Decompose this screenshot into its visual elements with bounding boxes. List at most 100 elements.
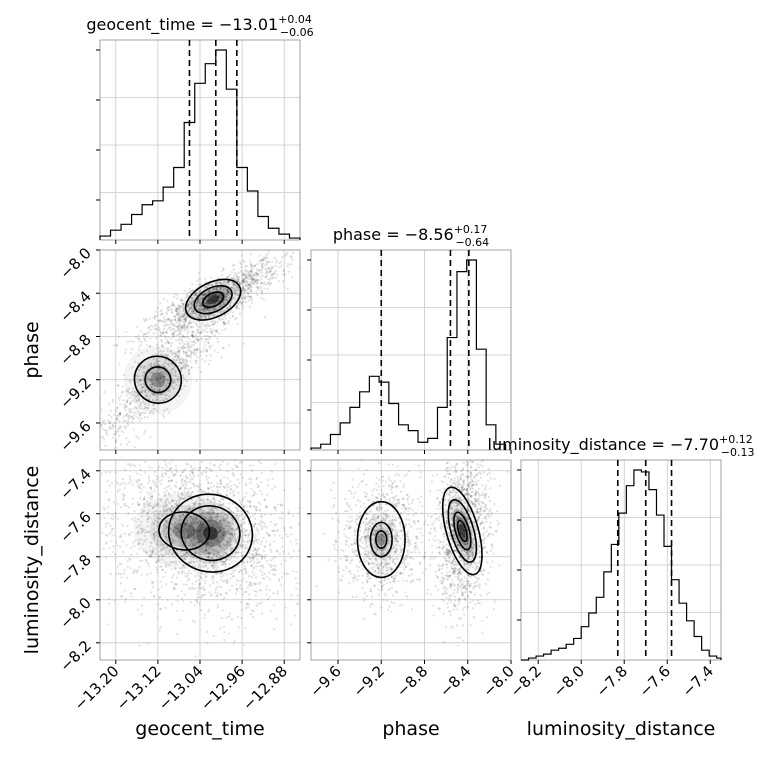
scatter-point (243, 551, 245, 553)
scatter-point (189, 455, 191, 457)
scatter-point (476, 463, 478, 465)
scatter-point (182, 299, 184, 301)
scatter-point (250, 576, 252, 578)
scatter-point (133, 428, 135, 430)
scatter-point (156, 344, 158, 346)
scatter-point (120, 395, 122, 397)
scatter-point (275, 277, 277, 279)
scatter-point (117, 428, 119, 430)
scatter-point (184, 443, 186, 445)
scatter-point (249, 306, 251, 308)
scatter-point (144, 496, 146, 498)
scatter-point (148, 326, 150, 328)
scatter-point (279, 553, 281, 555)
scatter-point (270, 268, 272, 270)
scatter-point (148, 475, 150, 477)
scatter-point (199, 278, 201, 280)
scatter-point (211, 577, 213, 579)
scatter-point (246, 540, 248, 542)
hist-title-luminosity_distance: luminosity_distance = −7.70+0.12−0.13 (488, 433, 755, 459)
scatter-point (138, 341, 140, 343)
scatter-point (267, 479, 269, 481)
scatter-point (183, 490, 185, 492)
scatter-point (237, 278, 239, 280)
scatter-point (262, 564, 264, 566)
scatter-point (158, 596, 160, 598)
scatter-point (212, 579, 214, 581)
scatter-point (165, 468, 167, 470)
scatter-point (431, 556, 433, 558)
scatter-point (48, 595, 50, 597)
scatter-point (446, 571, 448, 573)
scatter-point (111, 482, 113, 484)
scatter-point (244, 295, 246, 297)
scatter-point (220, 357, 222, 359)
scatter-point (269, 578, 271, 580)
scatter-point (216, 581, 218, 583)
scatter-point (297, 595, 299, 597)
scatter-point (220, 576, 222, 578)
scatter-point (169, 327, 171, 329)
scatter-point (164, 331, 166, 333)
scatter-point (166, 329, 168, 331)
scatter-point (139, 420, 141, 422)
scatter-point (217, 595, 219, 597)
scatter-point (184, 343, 186, 345)
scatter-point (109, 422, 111, 424)
scatter-point (268, 284, 270, 286)
scatter-point (268, 563, 270, 565)
scatter-point (170, 337, 172, 339)
scatter-point (174, 440, 176, 442)
scatter-point (194, 351, 196, 353)
scatter-point (191, 331, 193, 333)
scatter-point (194, 604, 196, 606)
scatter-point (246, 505, 248, 507)
scatter-point (259, 561, 261, 563)
scatter-point (307, 581, 309, 583)
scatter-point (110, 416, 112, 418)
scatter-point (178, 322, 180, 324)
scatter-point (242, 578, 244, 580)
x-tick-label: −7.8 (593, 662, 631, 700)
scatter-point (145, 340, 147, 342)
scatter-point (223, 631, 225, 633)
scatter-point (197, 490, 199, 492)
scatter-point (278, 578, 280, 580)
scatter-point (241, 514, 243, 516)
scatter-point (104, 508, 106, 510)
scatter-point (197, 331, 199, 333)
scatter-point (112, 396, 114, 398)
scatter-point (113, 599, 115, 601)
scatter-point (148, 466, 150, 468)
scatter-point (151, 492, 153, 494)
scatter-point (210, 593, 212, 595)
scatter-point (471, 599, 473, 601)
scatter-point (197, 596, 199, 598)
scatter-point (279, 244, 281, 246)
scatter-point (254, 518, 256, 520)
scatter-point (109, 410, 111, 412)
scatter-point (457, 451, 459, 453)
scatter-point (237, 510, 239, 512)
scatter-point (230, 485, 232, 487)
scatter-point (249, 274, 251, 276)
scatter-point (181, 590, 183, 592)
scatter-point (29, 461, 31, 463)
scatter-point (95, 523, 97, 525)
grid-lines (538, 460, 710, 660)
scatter-point (264, 316, 266, 318)
scatter-point (87, 359, 89, 361)
scatter-point (176, 310, 178, 312)
scatter-point (221, 329, 223, 331)
scatter-point (95, 432, 97, 434)
scatter-point (127, 560, 129, 562)
scatter-point (127, 424, 129, 426)
scatter-point (254, 493, 256, 495)
scatter-point (114, 422, 116, 424)
scatter-point (98, 464, 100, 466)
scatter-point (192, 321, 194, 323)
scatter-point (201, 572, 203, 574)
scatter-point (127, 512, 129, 514)
scatter-point (244, 496, 246, 498)
scatter-point (287, 535, 289, 537)
